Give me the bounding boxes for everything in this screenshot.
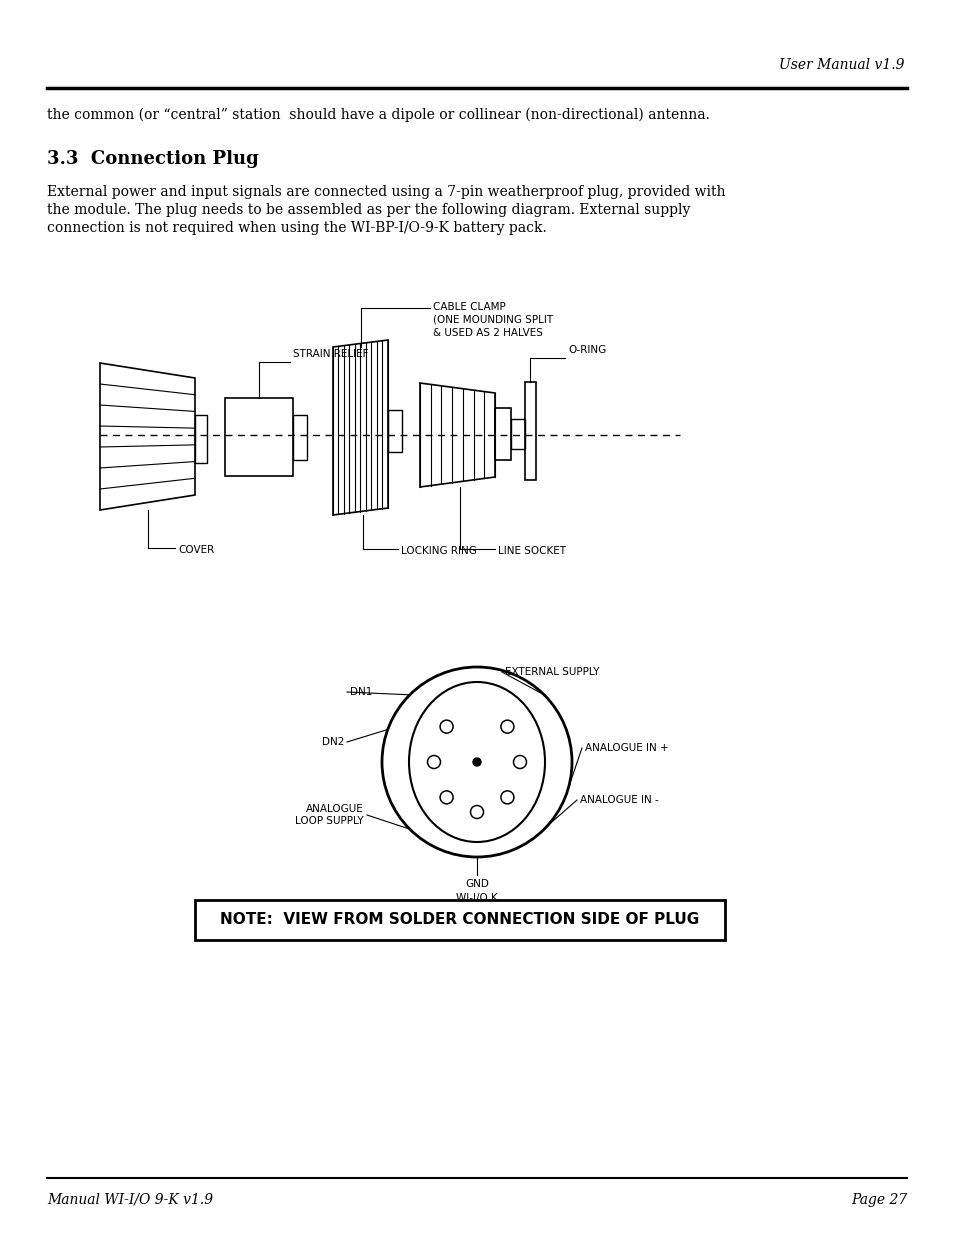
Bar	[194, 415, 207, 463]
Text: EXTERNAL SUPPLY: EXTERNAL SUPPLY	[504, 667, 598, 677]
Text: DN1: DN1	[350, 687, 372, 697]
Circle shape	[473, 758, 480, 766]
Bar	[388, 410, 401, 452]
Text: GND: GND	[464, 879, 489, 889]
Text: Manual WI-I/O 9-K v1.9: Manual WI-I/O 9-K v1.9	[47, 1193, 213, 1207]
Text: ANALOGUE IN +: ANALOGUE IN +	[584, 743, 668, 753]
Text: LOCKING RING: LOCKING RING	[400, 546, 476, 556]
Bar	[225, 398, 293, 475]
Text: DN2: DN2	[321, 737, 344, 747]
Text: Page 27: Page 27	[850, 1193, 906, 1207]
Text: the module. The plug needs to be assembled as per the following diagram. Externa: the module. The plug needs to be assembl…	[47, 203, 690, 217]
Bar	[495, 408, 511, 459]
Bar	[194, 900, 724, 940]
Text: 3.3  Connection Plug: 3.3 Connection Plug	[47, 149, 258, 168]
Bar	[293, 415, 307, 459]
Text: NOTE:  VIEW FROM SOLDER CONNECTION SIDE OF PLUG: NOTE: VIEW FROM SOLDER CONNECTION SIDE O…	[220, 913, 699, 927]
Text: User Manual v1.9: User Manual v1.9	[779, 58, 904, 72]
Text: the common (or “central” station  should have a dipole or collinear (non-directi: the common (or “central” station should …	[47, 107, 709, 122]
Text: ANALOGUE IN -: ANALOGUE IN -	[579, 795, 659, 805]
Text: External power and input signals are connected using a 7-pin weatherproof plug, : External power and input signals are con…	[47, 185, 724, 199]
Text: WI-I/O K: WI-I/O K	[456, 893, 497, 903]
Text: STRAIN RELIEF: STRAIN RELIEF	[293, 350, 368, 359]
Text: CABLE CLAMP
(ONE MOUNDING SPLIT
& USED AS 2 HALVES: CABLE CLAMP (ONE MOUNDING SPLIT & USED A…	[433, 303, 553, 337]
Bar	[511, 419, 524, 450]
Text: LINE SOCKET: LINE SOCKET	[497, 546, 565, 556]
Text: connection is not required when using the WI-BP-I/O-9-K battery pack.: connection is not required when using th…	[47, 221, 546, 235]
Text: O-RING: O-RING	[567, 345, 605, 354]
Text: ANALOGUE
LOOP SUPPLY: ANALOGUE LOOP SUPPLY	[295, 804, 364, 826]
Bar	[524, 382, 536, 480]
Text: COVER: COVER	[178, 545, 214, 555]
